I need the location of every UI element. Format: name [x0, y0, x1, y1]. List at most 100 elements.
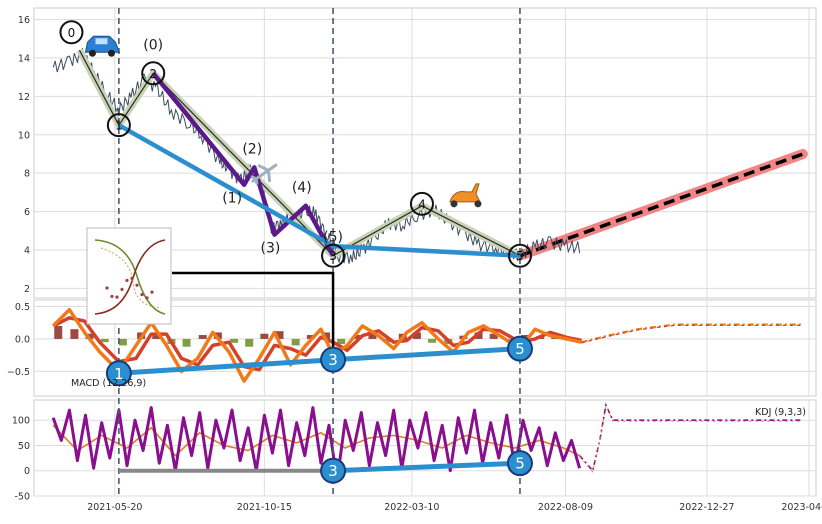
x-tick-label: 2021-10-15 — [237, 502, 292, 513]
sub-wave-label: (3) — [261, 241, 281, 257]
scooter-icon — [449, 183, 482, 208]
thumbnail-dot — [110, 294, 114, 299]
wave-marker-circle — [106, 113, 131, 138]
macd-line — [51, 307, 582, 383]
thumbnail-dot — [140, 292, 144, 297]
scooter-icon-wheel — [474, 200, 482, 208]
macd-histogram-bar — [368, 331, 377, 339]
macd-histogram-bar — [275, 331, 284, 339]
price-y-tick-label: 6 — [24, 207, 30, 218]
wave-marker-circle — [321, 243, 346, 268]
wave-marker-label: 5 — [516, 249, 524, 263]
kdj-trend-marker — [320, 457, 347, 484]
car-icon — [84, 35, 121, 57]
macd-trend-marker-label: 3 — [328, 351, 338, 369]
macd-y-tick-label: −0.5 — [7, 367, 30, 378]
scooter-icon-wheel — [450, 200, 458, 208]
airplane-icon-shape — [250, 163, 278, 185]
macd-trend-marker-label: 5 — [515, 340, 525, 358]
macd-histogram-bar — [260, 333, 269, 339]
kdj-projection-line — [578, 402, 803, 473]
macd-histogram-bar — [291, 338, 300, 346]
kdj-j-line — [51, 406, 582, 483]
x-tick-label: 2022-12-27 — [679, 502, 734, 513]
macd-histogram-bar — [337, 338, 346, 345]
lows-trendline — [117, 123, 521, 258]
macd-trend-marker — [506, 335, 533, 362]
macd-histogram-bar — [306, 335, 315, 339]
price-y-tick-label: 14 — [18, 53, 30, 64]
sub-wave-label: (4) — [292, 180, 312, 196]
kdj-trend-marker — [506, 450, 533, 477]
macd-histogram-bar — [245, 338, 254, 347]
wave-marker-circle — [507, 243, 532, 268]
kdj-y-tick-label: 100 — [12, 416, 30, 427]
thumbnail-dot — [120, 287, 124, 292]
thumbnail-dot — [130, 276, 134, 281]
macd-histogram-bar — [353, 335, 362, 339]
car-icon-window — [95, 38, 108, 45]
macd-trend-marker — [320, 346, 347, 373]
macd-histogram-bar — [489, 333, 498, 339]
elliott-wave-secondary-line — [151, 71, 336, 257]
wave-marker-label: 3 — [329, 249, 337, 263]
kdj-k-line — [52, 424, 580, 457]
macd-histogram-bar — [100, 338, 109, 343]
price-y-tick-label: 8 — [24, 169, 30, 180]
macd-histogram-bar — [321, 332, 330, 339]
wave-marker-circle — [59, 20, 84, 45]
x-tick-label: 2022-03-10 — [384, 502, 439, 513]
car-icon-wheel — [88, 49, 96, 57]
macd-y-tick-label: 0.5 — [15, 302, 30, 313]
kdj-trendline — [332, 460, 521, 474]
macd-histogram-bar — [70, 329, 79, 339]
car-icon-wheel — [107, 49, 115, 57]
sub-wave-label: (1) — [222, 191, 242, 207]
macd-histogram-bar — [213, 332, 222, 339]
x-tick-label: 2023-04-07 — [781, 502, 822, 513]
kdj-y-tick-label: 50 — [18, 441, 30, 452]
price-y-tick-label: 4 — [24, 245, 30, 256]
macd-trend-marker-label: 1 — [114, 365, 124, 383]
wave-marker-label: 1 — [115, 119, 123, 133]
scooter-icon-body — [449, 183, 481, 203]
macd-histogram-bar — [198, 335, 207, 339]
price-y-tick-label: 10 — [18, 130, 30, 141]
price-y-tick-label: 12 — [18, 92, 30, 103]
kdj-y-tick-label: -50 — [14, 492, 30, 503]
x-tick-label: 2022-08-09 — [538, 502, 593, 513]
kdj-y-tick-label: 0 — [24, 466, 30, 477]
kdj-trend-marker-label: 5 — [515, 455, 525, 473]
macd-histogram-bar — [428, 338, 437, 343]
price-y-tick-label: 16 — [18, 15, 30, 26]
x-tick-label: 2021-05-20 — [87, 502, 142, 513]
thumbnail-dot — [135, 283, 139, 287]
thumbnail-curve — [94, 239, 166, 315]
macd-histogram-bar — [182, 338, 191, 347]
macd-y-tick-label: 0.0 — [15, 334, 30, 345]
elliott-wave-primary-line — [78, 50, 521, 257]
sub-wave-label: (0) — [143, 37, 163, 53]
wave-marker-label: 0 — [68, 26, 76, 40]
thumbnail-dot — [145, 296, 149, 300]
wave-marker-circle — [409, 191, 434, 216]
kdj-trend-marker-label: 3 — [328, 462, 338, 480]
kdj-legend-label: KDJ (9,3,3) — [755, 407, 806, 418]
macd-histogram-bar — [152, 335, 161, 339]
wave-marker-label: 4 — [418, 197, 426, 211]
sub-wave-label: (5) — [323, 230, 343, 246]
thumbnail-dot — [115, 295, 119, 299]
wave-marker-circle — [141, 61, 166, 86]
thumbnail-dot — [105, 286, 109, 290]
macd-projection-signal — [581, 324, 803, 344]
macd-trend-marker — [105, 360, 132, 387]
thumbnail-curve — [100, 247, 162, 309]
macd-histogram-bar — [54, 325, 63, 339]
thumbnail-dot — [150, 290, 154, 294]
airplane-icon — [250, 163, 278, 185]
macd-legend-label: MACD (12,26,9) — [71, 378, 146, 389]
macd-histogram-bar — [230, 338, 239, 343]
thumbnail-connector — [172, 271, 335, 348]
